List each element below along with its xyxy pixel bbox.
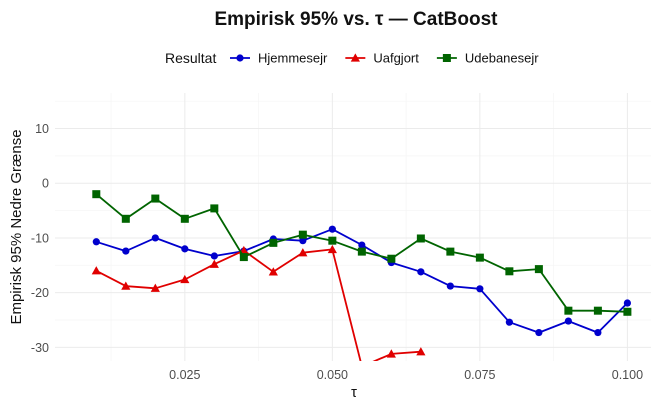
y-tick-label: -10 [31, 231, 49, 245]
series-udebanesejr [92, 190, 632, 316]
y-tick-label: -30 [31, 341, 49, 355]
x-tick-label: 0.100 [612, 368, 643, 382]
data-point-hjemmesejr [417, 268, 425, 276]
data-point-uafgjort [180, 274, 190, 284]
y-axis-title: Empirisk 95% Nedre Grænse [8, 129, 25, 324]
data-point-udebanesejr [446, 247, 455, 256]
data-point-udebanesejr [298, 230, 307, 239]
series-layer [91, 190, 632, 370]
y-tick-labels: 10 0 -10 -20 -30 [31, 122, 49, 355]
x-tick-labels: 0.025 0.050 0.075 0.100 [169, 368, 643, 382]
data-point-udebanesejr [623, 307, 632, 316]
data-point-udebanesejr [239, 253, 248, 262]
data-point-udebanesejr [416, 234, 425, 243]
data-point-hjemmesejr [564, 317, 572, 325]
legend-label: Uafgjort [373, 51, 419, 66]
data-point-uafgjort [416, 347, 426, 356]
data-point-udebanesejr [151, 194, 160, 203]
legend-item-udebanesejr: Udebanesejr [436, 51, 539, 66]
series-uafgjort [91, 244, 426, 370]
y-tick-label: -20 [31, 286, 49, 300]
legend-marker-udebanesejr [442, 54, 451, 62]
legend-marker-uafgjort [350, 53, 360, 62]
data-point-udebanesejr [269, 238, 278, 247]
data-point-uafgjort [150, 283, 160, 292]
data-point-udebanesejr [505, 267, 514, 276]
data-point-udebanesejr [534, 265, 543, 274]
chart-title: Empirisk 95% vs. τ — CatBoost [214, 9, 498, 30]
data-point-hjemmesejr [92, 238, 100, 246]
data-point-udebanesejr [475, 253, 484, 262]
x-tick-label: 0.075 [464, 368, 495, 382]
data-point-udebanesejr [92, 190, 101, 199]
data-point-udebanesejr [564, 306, 573, 315]
data-point-hjemmesejr [151, 234, 159, 242]
data-point-udebanesejr [593, 306, 602, 315]
data-point-hjemmesejr [623, 299, 631, 307]
legend: Resultat Hjemmesejr Uafgjort Udebanesejr [165, 50, 539, 66]
data-point-hjemmesejr [210, 252, 218, 260]
data-point-hjemmesejr [122, 247, 130, 255]
data-point-hjemmesejr [594, 328, 602, 337]
data-point-udebanesejr [121, 214, 130, 223]
data-point-hjemmesejr [476, 285, 484, 293]
data-point-hjemmesejr [181, 245, 189, 253]
data-point-uafgjort [121, 281, 131, 290]
data-point-uafgjort [327, 244, 337, 254]
data-point-hjemmesejr [505, 318, 513, 326]
series-line-uafgjort [95, 248, 421, 361]
legend-label: Udebanesejr [465, 51, 539, 66]
data-point-udebanesejr [210, 204, 219, 213]
legend-label: Hjemmesejr [258, 51, 328, 66]
y-tick-label: 0 [42, 177, 49, 191]
data-point-hjemmesejr [299, 237, 307, 245]
data-point-uafgjort [298, 248, 308, 257]
data-point-uafgjort [209, 259, 219, 268]
x-tick-label: 0.025 [169, 368, 200, 382]
x-axis-title: τ [351, 384, 357, 401]
legend-marker-hjemmesejr [236, 54, 244, 62]
data-point-hjemmesejr [446, 282, 454, 290]
data-point-udebanesejr [387, 254, 396, 263]
data-point-uafgjort [91, 266, 101, 275]
legend-item-uafgjort: Uafgjort [345, 51, 419, 66]
y-tick-label: 10 [35, 122, 49, 136]
x-tick-label: 0.050 [317, 368, 348, 382]
data-point-udebanesejr [328, 236, 337, 245]
data-point-udebanesejr [180, 214, 189, 223]
legend-item-hjemmesejr: Hjemmesejr [230, 51, 328, 66]
series-hjemmesejr [92, 225, 631, 337]
data-point-hjemmesejr [358, 241, 366, 249]
data-point-udebanesejr [357, 247, 366, 256]
legend-title: Resultat [165, 50, 216, 66]
data-point-uafgjort [268, 267, 278, 276]
data-point-uafgjort [357, 362, 366, 370]
gridlines [55, 93, 651, 361]
data-point-hjemmesejr [328, 225, 336, 233]
data-point-uafgjort [386, 349, 396, 358]
data-point-hjemmesejr [535, 328, 543, 337]
